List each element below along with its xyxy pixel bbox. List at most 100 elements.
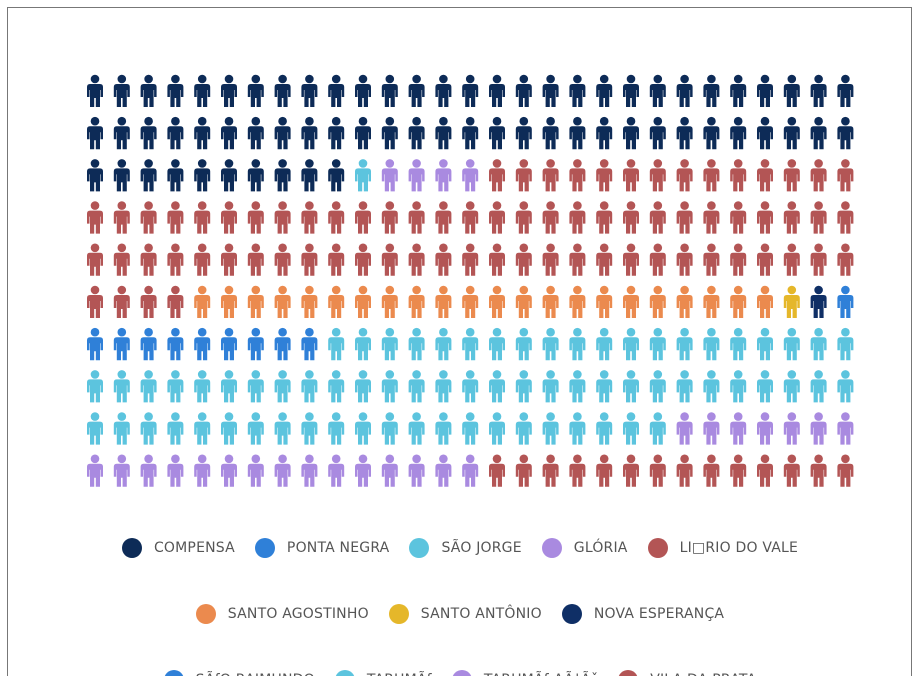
icon-body: [810, 168, 827, 192]
icon-body: [837, 84, 854, 107]
icon-body: [247, 84, 264, 107]
icon-body: [194, 379, 211, 403]
icon-body: [542, 252, 559, 276]
icon-body: [194, 252, 211, 276]
icon-head: [519, 159, 529, 168]
icon-head: [305, 327, 314, 337]
person-icon: [649, 454, 666, 487]
person-icon: [596, 243, 613, 276]
icon-head: [841, 116, 850, 126]
person-icon: [301, 116, 318, 150]
legend-label: LI□RIO DO VALE: [679, 540, 799, 556]
person-icon: [462, 201, 479, 234]
icon-head: [760, 243, 770, 253]
icon-body: [435, 210, 452, 234]
icon-body: [301, 84, 318, 107]
person-icon: [221, 201, 237, 234]
icon-head: [519, 412, 529, 421]
icon-body: [113, 252, 130, 276]
icon-head: [465, 285, 475, 295]
person-icon: [783, 454, 800, 487]
icon-head: [707, 327, 716, 337]
icon-head: [733, 285, 743, 295]
person-icon: [542, 327, 559, 361]
icon-body: [757, 252, 773, 276]
icon-body: [569, 210, 586, 234]
person-icon: [623, 243, 639, 276]
person-icon: [596, 370, 613, 403]
icon-head: [117, 116, 127, 126]
icon-head: [305, 454, 314, 464]
icon-head: [439, 74, 448, 84]
icon-head: [224, 285, 234, 295]
person-icon: [140, 327, 157, 361]
icon-body: [703, 379, 720, 403]
icon-head: [224, 243, 234, 253]
icon-body: [596, 421, 613, 445]
icon-head: [439, 159, 448, 168]
person-icon: [435, 159, 452, 192]
person-icon: [167, 412, 184, 445]
icon-body: [167, 379, 184, 403]
icon-body: [408, 126, 425, 150]
icon-body: [355, 295, 371, 318]
icon-head: [90, 370, 100, 379]
icon-body: [623, 463, 639, 487]
icon-body: [783, 463, 800, 487]
icon-body: [623, 210, 639, 234]
icon-head: [90, 159, 100, 168]
person-icon: [301, 159, 318, 192]
icon-head: [465, 327, 475, 337]
icon-head: [546, 116, 555, 126]
legend-item: NOVA ESPERANÇA: [561, 601, 724, 627]
icon-body: [167, 463, 184, 487]
icon-head: [760, 201, 770, 210]
person-icon: [408, 243, 425, 276]
icon-head: [224, 454, 234, 464]
icon-head: [733, 159, 743, 168]
person-icon: [274, 285, 291, 318]
person-icon: [837, 285, 854, 318]
icon-head: [707, 454, 716, 464]
person-icon: [355, 327, 371, 361]
person-icon: [703, 201, 720, 234]
icon-body: [515, 84, 532, 107]
icon-body: [194, 168, 211, 192]
icon-head: [117, 243, 127, 253]
person-icon: [194, 327, 211, 361]
person-icon: [194, 370, 211, 403]
person-icon: [274, 159, 291, 192]
person-icon: [167, 116, 184, 150]
person-icon: [596, 454, 613, 487]
icon-body: [676, 168, 693, 192]
icon-body: [649, 337, 666, 361]
icon-head: [358, 370, 368, 379]
icon-body: [676, 252, 693, 276]
icon-head: [439, 327, 448, 337]
icon-head: [90, 412, 100, 421]
icon-body: [194, 126, 211, 150]
icon-head: [680, 370, 689, 379]
icon-head: [358, 74, 368, 84]
icon-body: [328, 379, 345, 403]
icon-head: [546, 74, 555, 84]
icon-body: [810, 295, 827, 318]
icon-body: [87, 126, 103, 150]
icon-head: [546, 370, 555, 379]
icon-body: [837, 337, 854, 361]
person-icon: [542, 116, 559, 150]
icon-head: [331, 285, 341, 295]
icon-head: [385, 412, 395, 421]
icon-body: [140, 421, 157, 445]
icon-body: [87, 84, 103, 107]
person-icon: [435, 116, 452, 150]
icon-body: [515, 168, 532, 192]
icon-body: [301, 337, 318, 361]
icon-body: [569, 84, 586, 107]
icon-head: [224, 116, 234, 126]
person-icon: [489, 327, 505, 361]
icon-body: [730, 84, 747, 107]
icon-head: [653, 243, 663, 253]
person-icon: [221, 285, 237, 318]
person-icon: [623, 74, 639, 107]
